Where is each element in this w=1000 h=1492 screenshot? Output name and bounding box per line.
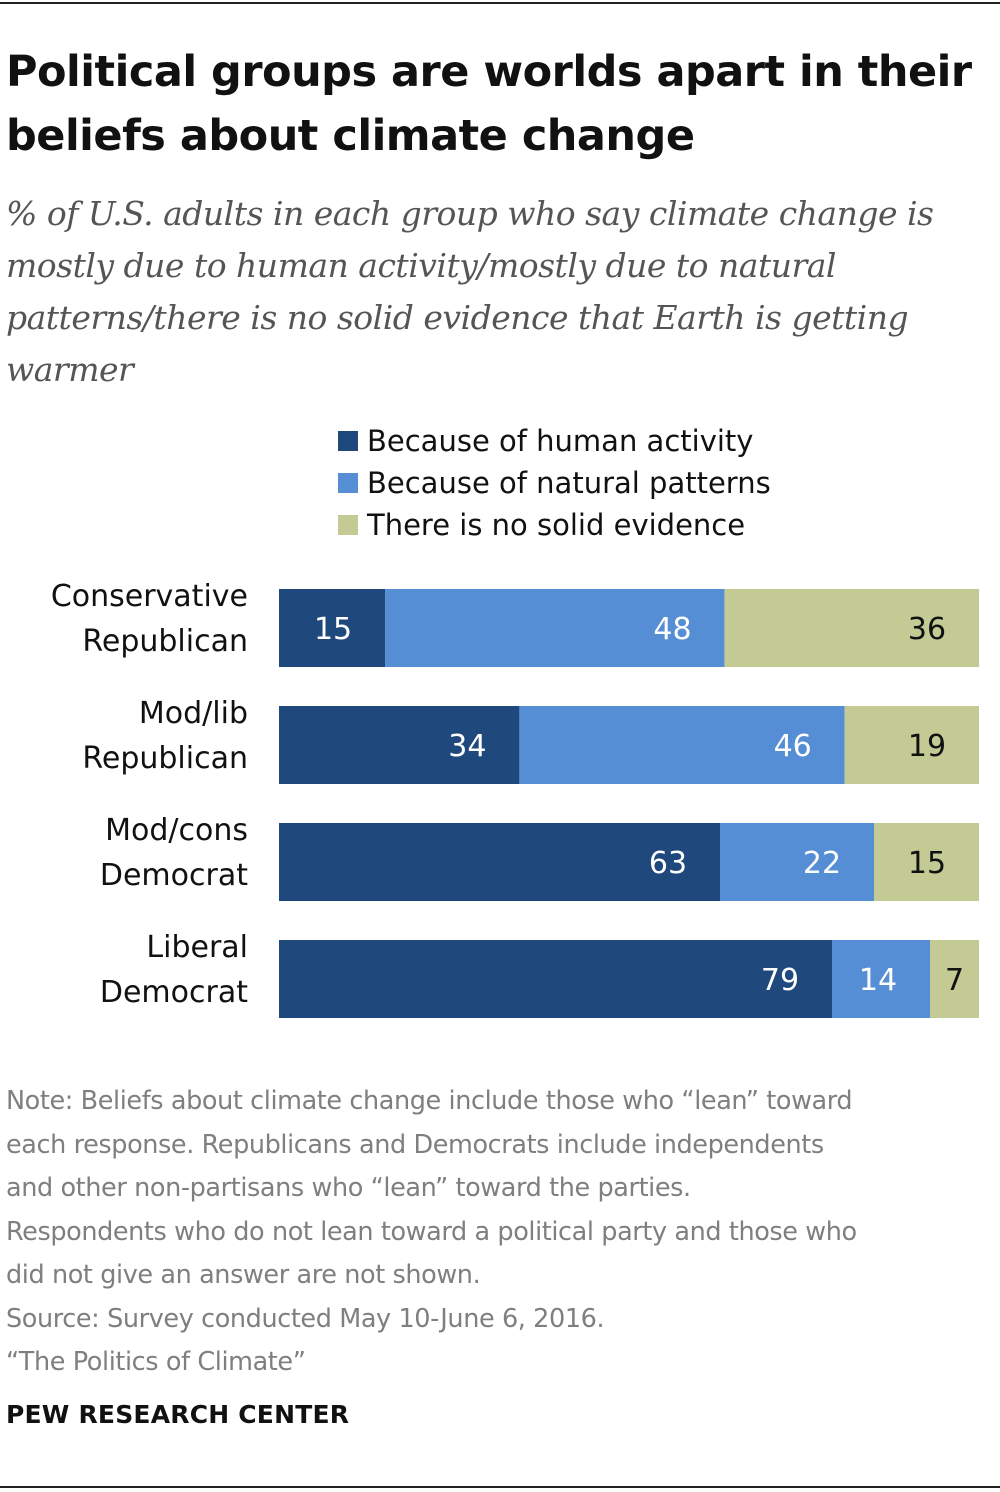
legend-swatch-no-evidence [338,515,358,535]
legend-item-no-evidence: There is no solid evidence [338,504,771,546]
data-label-liberal-democrat-because-of-natural-patterns: 14 [859,963,897,998]
pew-logo-text: PEW RESEARCH CENTER [6,1400,350,1429]
data-label-mod-cons-democrat-there-is-no-solid-evidence: 15 [908,846,946,881]
data-label-liberal-democrat-because-of-human-activity: 79 [761,963,799,998]
bar-conservative-republican-because-of-natural-patterns [385,589,725,667]
data-label-conservative-republican-because-of-natural-patterns: 48 [653,612,691,647]
legend-item-human-activity: Because of human activity [338,420,771,462]
bar-liberal-democrat-because-of-natural-patterns [832,940,930,1018]
report-title: “The Politics of Climate” [6,1347,306,1377]
note-line: Respondents who do not lean toward a pol… [6,1216,857,1247]
bottom-rule [0,1486,1000,1488]
legend-label-natural-patterns: Because of natural patterns [367,466,771,500]
chart-title-line: Political groups are worlds apart in the… [6,47,972,97]
chart-legend: Because of human activity Because of nat… [338,420,771,546]
chart-note: Note: Beliefs about climate change inclu… [6,1080,998,1385]
category-label-conservative-republican: Conservative Republican [51,579,248,659]
category-label-line: Conservative [51,579,248,614]
category-label-line: Republican [82,741,248,776]
category-label-mod-cons-democrat: Mod/cons Democrat [100,813,248,893]
bar-liberal-democrat-there-is-no-solid-evidence [930,940,979,1018]
chart-subtitle: % of U.S. adults in each group who say c… [6,188,996,396]
bar-conservative-republican-because-of-human-activity [279,589,386,667]
data-label-conservative-republican-because-of-human-activity: 15 [314,612,352,647]
note-line: each response. Republicans and Democrats… [6,1129,824,1160]
bar-mod-lib-republican-because-of-human-activity [279,706,520,784]
category-label-line: Mod/cons [105,813,248,848]
data-label-liberal-democrat-there-is-no-solid-evidence: 7 [945,963,964,998]
stacked-bar-chart: Conservative Republican 15 48 36 Mod/lib Repub… [51,579,979,1018]
data-label-conservative-republican-there-is-no-solid-evidence: 36 [908,612,946,647]
chart-title: Political groups are worlds apart in the… [6,40,996,168]
legend-swatch-natural-patterns [338,473,358,493]
note-line: Note: Beliefs about climate change inclu… [6,1086,853,1116]
data-label-mod-cons-democrat-because-of-human-activity: 63 [649,846,687,881]
data-label-mod-lib-republican-there-is-no-solid-evidence: 19 [908,729,946,764]
legend-swatch-human-activity [338,431,358,451]
chart-subtitle-line: patterns/there is no solid evidence that… [6,298,909,337]
bar-mod-cons-democrat-there-is-no-solid-evidence [874,823,979,901]
category-label-line: Democrat [100,858,248,893]
bar-mod-lib-republican-there-is-no-solid-evidence [844,706,979,784]
note-line: and other non-partisans who “lean” towar… [6,1173,691,1203]
data-label-mod-lib-republican-because-of-human-activity: 34 [448,729,486,764]
category-label-line: Democrat [100,975,248,1010]
data-label-mod-cons-democrat-because-of-natural-patterns: 22 [803,846,841,881]
chart-subtitle-line: % of U.S. adults in each group who say c… [6,194,934,233]
chart-title-line: beliefs about climate change [6,111,695,161]
category-label-mod-lib-republican: Mod/lib Republican [82,696,248,776]
top-rule [0,2,1000,4]
bar-mod-cons-democrat-because-of-natural-patterns [720,823,874,901]
data-label-mod-lib-republican-because-of-natural-patterns: 46 [774,729,812,764]
source-line: Source: Survey conducted May 10-June 6, … [6,1303,605,1334]
note-line: did not give an answer are not shown. [6,1260,481,1290]
category-label-line: Mod/lib [139,696,248,731]
bar-mod-lib-republican-because-of-natural-patterns [519,706,845,784]
category-label-line: Republican [82,624,248,659]
legend-label-no-evidence: There is no solid evidence [367,508,746,542]
bar-liberal-democrat-because-of-human-activity [279,940,832,1018]
chart-subtitle-line: mostly due to human activity/mostly due … [6,246,836,285]
category-label-liberal-democrat: Liberal Democrat [100,930,248,1010]
bar-mod-cons-democrat-because-of-human-activity [279,823,720,901]
legend-item-natural-patterns: Because of natural patterns [338,462,771,504]
bar-conservative-republican-there-is-no-solid-evidence [724,589,979,667]
chart-subtitle-line: warmer [6,350,134,389]
category-label-line: Liberal [146,930,248,965]
legend-label-human-activity: Because of human activity [367,424,754,458]
